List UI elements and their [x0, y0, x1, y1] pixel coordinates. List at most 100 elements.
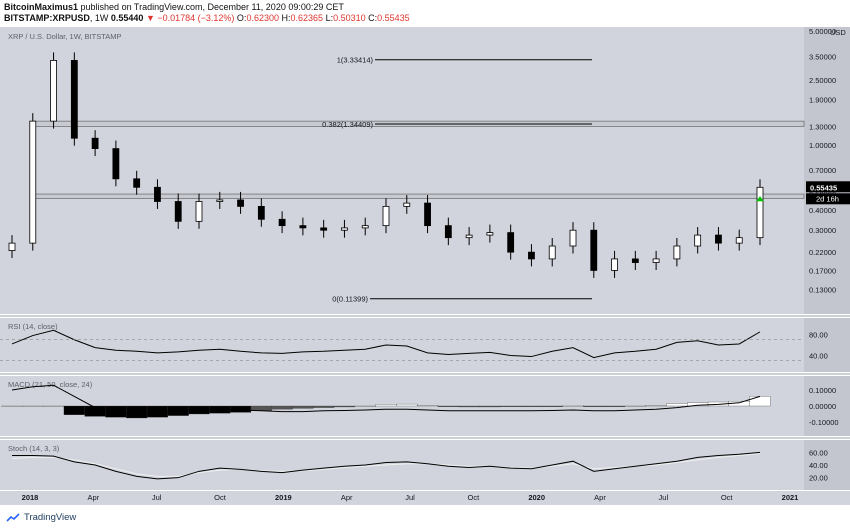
- macd-histogram-bar: [604, 405, 626, 407]
- macd-histogram-bar: [313, 405, 335, 408]
- symbol: BITSTAMP:XRPUSD: [4, 13, 90, 23]
- candle-body: [29, 120, 37, 244]
- macd-histogram-bar: [666, 403, 688, 407]
- time-tick-5: Apr: [341, 493, 353, 502]
- price-tick-4: 1.30000: [809, 122, 836, 131]
- indicator-3-tick-1: 40.00: [809, 461, 828, 470]
- low-label: L:: [325, 13, 334, 23]
- macd-histogram-bar: [417, 405, 439, 407]
- open-label: O:: [236, 13, 247, 23]
- time-tick-11: Oct: [721, 493, 734, 502]
- price-tick-11: 0.17000: [809, 266, 836, 275]
- time-axis: [0, 491, 850, 505]
- macd-histogram-bar: [126, 405, 148, 419]
- author-name[interactable]: BitcoinMaximus1: [4, 2, 79, 12]
- candle-body: [424, 202, 431, 227]
- indicator-2-tick-2: -0.10000: [809, 418, 839, 427]
- up-arrow-marker-icon: [756, 196, 764, 202]
- candle-body: [590, 229, 598, 271]
- candle-body: [569, 229, 577, 247]
- macd-histogram-bar: [541, 405, 563, 407]
- low-value: 0.50310: [333, 13, 366, 23]
- macd-histogram-bar: [333, 405, 355, 408]
- candle-body: [715, 234, 722, 244]
- candle-body: [756, 186, 764, 239]
- time-tick-1: Apr: [87, 493, 99, 502]
- fib-level-label-1: 0.382(1.34409): [322, 120, 373, 129]
- candle-body: [278, 218, 286, 227]
- candle-body: [8, 242, 16, 251]
- candle-body: [507, 232, 515, 253]
- indicator-3-tick-2: 20.00: [809, 474, 828, 483]
- ohlc-line: BITSTAMP:XRPUSD, 1W 0.55440 ▼ −0.01784 (…: [4, 13, 410, 23]
- price-axis-3: [804, 440, 850, 490]
- macd-histogram-bar: [230, 405, 252, 413]
- indicator-title-1: RSI (14, close): [8, 322, 58, 331]
- macd-histogram-bar: [437, 405, 459, 407]
- publish-line: BitcoinMaximus1 published on TradingView…: [4, 2, 344, 12]
- macd-histogram-bar: [354, 405, 376, 407]
- tradingview-footer[interactable]: TradingView: [6, 512, 76, 523]
- published-text: published on TradingView.com, December 1…: [78, 2, 344, 12]
- macd-histogram-bar: [479, 405, 501, 408]
- high-label: H:: [281, 13, 291, 23]
- time-tick-8: 2020: [528, 493, 545, 502]
- candle-body: [237, 199, 244, 207]
- last-price-tag-label: 0.55435: [810, 183, 837, 192]
- last-price-tag: [806, 181, 850, 193]
- time-tick-9: Apr: [594, 493, 606, 502]
- macd-histogram-bar: [375, 404, 397, 407]
- candle-body: [361, 225, 369, 229]
- macd-histogram-bar: [500, 405, 522, 407]
- candle-body: [299, 225, 307, 229]
- price-unit: USD: [830, 28, 846, 37]
- countdown-tag-label: 2d 16h: [816, 194, 839, 203]
- chart-title: XRP / U.S. Dollar, 1W, BITSTAMP: [8, 32, 122, 41]
- macd-histogram-bar: [396, 403, 418, 407]
- price-tick-0: 5.00000: [809, 27, 836, 36]
- macd-histogram-bar: [749, 396, 771, 407]
- price-tick-3: 1.90000: [809, 96, 836, 105]
- time-tick-3: Oct: [214, 493, 227, 502]
- open-value: 0.62300: [246, 13, 279, 23]
- pane-background-0: [0, 27, 804, 314]
- indicator-3-tick-0: 60.00: [809, 448, 828, 457]
- time-tick-6: Jul: [405, 493, 415, 502]
- candle-body: [216, 199, 224, 202]
- indicator-2-tick-0: 0.10000: [809, 386, 836, 395]
- macd-histogram-bar: [43, 405, 65, 407]
- high-value: 0.62365: [290, 13, 324, 23]
- candle-body: [112, 148, 120, 180]
- candle-body: [673, 245, 681, 260]
- price-tick-1: 3.50000: [809, 52, 836, 61]
- macd-histogram-bar: [1, 405, 23, 407]
- pane-background-3: [0, 440, 804, 490]
- price-tick-5: 1.00000: [809, 141, 836, 150]
- indicator-title-3: Stoch (14, 3, 3): [8, 444, 60, 453]
- candle-body: [341, 227, 348, 231]
- resistance-zone-1: [33, 193, 805, 199]
- time-tick-0: 2018: [22, 493, 39, 502]
- candle-body: [652, 258, 660, 263]
- rsi-line: [11, 329, 761, 359]
- indicator-1-tick-1: 40.00: [809, 352, 828, 361]
- fib-level-label-0: 1(3.33414): [337, 56, 374, 65]
- indicator-2-tick-1: 0.00000: [809, 402, 836, 411]
- candle-body: [195, 201, 203, 222]
- macd-histogram-bar: [645, 405, 667, 407]
- countdown-tag: [806, 193, 850, 205]
- price-tick-10: 0.22000: [809, 248, 836, 257]
- candle-body: [403, 202, 411, 207]
- stoch-k-line: [12, 451, 761, 480]
- candle-body: [320, 227, 328, 231]
- change-value: ▼ −0.01784 (−3.12%): [145, 13, 235, 23]
- price-axis-0: [804, 27, 850, 314]
- time-tick-12: 2021: [782, 493, 799, 502]
- candle-body: [133, 178, 141, 188]
- candle-body: [70, 60, 78, 139]
- fib-level-label-2: 0(0.11399): [332, 295, 368, 304]
- candle-body: [465, 234, 473, 239]
- pane-background-1: [0, 318, 804, 372]
- candle-body: [631, 258, 639, 263]
